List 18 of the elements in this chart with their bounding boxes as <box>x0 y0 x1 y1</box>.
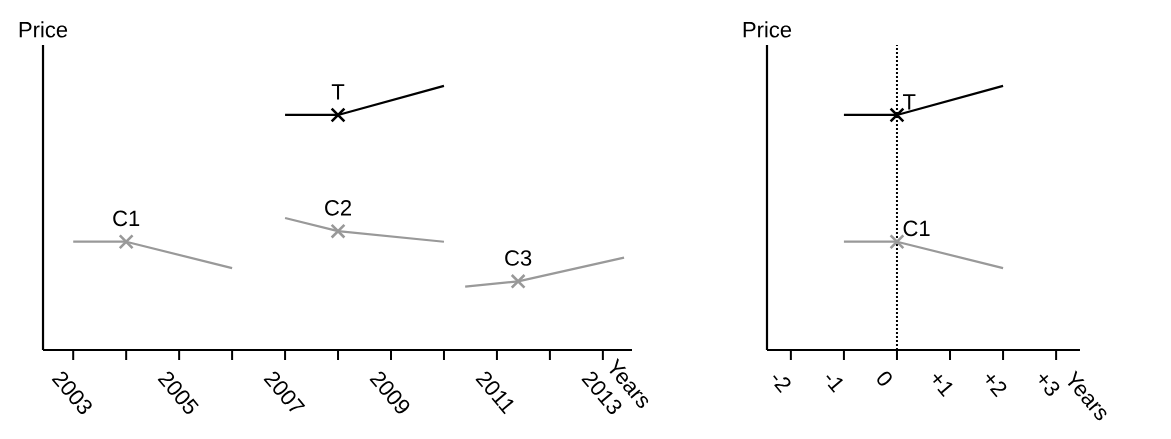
series-label: C1 <box>113 210 140 227</box>
series-label: C1 <box>903 220 930 237</box>
point <box>330 223 346 239</box>
x-tick-label: +3 <box>1039 374 1060 396</box>
x-tick-label: -1 <box>826 375 844 393</box>
x-tick-label: 0 <box>877 371 892 386</box>
point <box>330 107 346 123</box>
series-label: T <box>331 84 345 100</box>
y-axis-title: Price <box>19 21 68 38</box>
x-tick-label: -2 <box>773 375 791 393</box>
point <box>118 234 134 250</box>
y-axis-title: Price <box>743 21 792 38</box>
series-label: C2 <box>325 200 351 216</box>
series-label: T <box>903 94 916 110</box>
point <box>510 273 526 289</box>
x-tick-label: +2 <box>985 374 1007 398</box>
series-label: C3 <box>505 250 532 266</box>
x-tick-label: +1 <box>933 374 953 398</box>
